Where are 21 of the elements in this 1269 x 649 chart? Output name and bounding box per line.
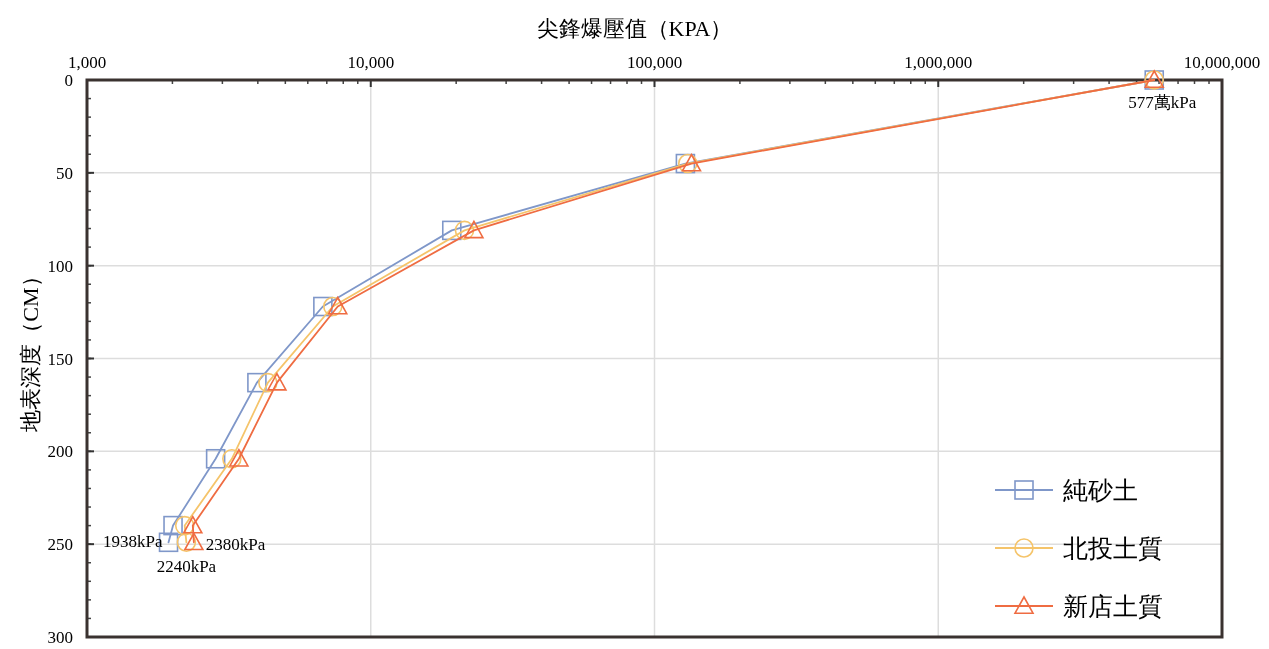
annotation: 2380kPa: [205, 535, 266, 555]
legend-label: 純砂土: [1063, 477, 1138, 504]
annotation: 577萬kPa: [1128, 93, 1197, 112]
legend-label: 新店土質: [1063, 593, 1163, 620]
x-tick-label: 1,000: [67, 53, 107, 72]
x-axis-title: 尖鋒爆壓值（KPA）: [536, 16, 733, 41]
annotation: 2240kPa: [156, 557, 217, 577]
y-tick-label: 250: [47, 535, 73, 555]
x-tick-label: 1,000,000: [904, 53, 973, 72]
annotation: 1938kPa: [103, 532, 163, 552]
x-tick-label: 100,000: [626, 53, 683, 72]
y-tick-label: 300: [47, 628, 73, 647]
x-tick-label: 10,000,000: [1183, 53, 1261, 72]
y-tick-label: 100: [47, 256, 73, 276]
y-axis-title: 地表深度（CM）: [18, 265, 43, 433]
x-tick-label: 10,000: [347, 53, 395, 72]
legend-label: 北投土質: [1063, 535, 1163, 562]
y-tick-label: 150: [47, 349, 73, 369]
y-tick-label: 0: [64, 71, 73, 90]
y-tick-label: 200: [47, 442, 73, 462]
y-tick-label: 50: [56, 163, 73, 183]
